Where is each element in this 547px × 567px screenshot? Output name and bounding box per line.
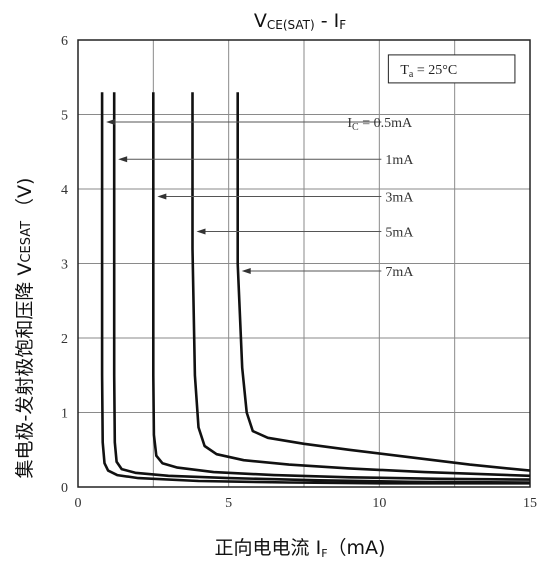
x-tick-label: 5 <box>225 496 232 511</box>
series-line-2 <box>152 92 531 481</box>
annotation-label: 5mA <box>385 225 414 240</box>
series-line-4 <box>236 92 531 472</box>
y-tick-label: 2 <box>61 332 68 347</box>
series-lines <box>100 92 531 485</box>
series-annotations: IC = 0.5mA 1mA 3mA 5mA 7mA <box>106 116 414 280</box>
series-line-1 <box>112 92 531 484</box>
grid-lines <box>77 39 531 488</box>
condition-box <box>387 54 516 84</box>
annotation-arrowhead <box>106 118 116 125</box>
annotation-arrowhead <box>157 193 167 200</box>
x-tick-label: 10 <box>372 496 386 511</box>
annotation-arrowhead <box>196 228 206 235</box>
y-tick-label: 1 <box>61 407 68 422</box>
x-tick-label: 0 <box>75 496 82 511</box>
annotation-label: 7mA <box>385 265 414 280</box>
annotation-arrowhead <box>241 267 251 274</box>
y-tick-label: 3 <box>61 258 68 273</box>
annotation-label: 3mA <box>385 190 414 205</box>
chart-title: VCE(SAT) - IF <box>254 10 346 32</box>
series-line-3 <box>191 92 531 478</box>
annotation-arrowhead <box>118 156 128 163</box>
annotation-label: 1mA <box>385 153 414 168</box>
x-axis-label: 正向电电流 IF（mA) <box>215 537 386 560</box>
plot-frame <box>77 39 531 488</box>
series-line-0 <box>100 92 530 485</box>
x-tick-label: 15 <box>523 496 537 511</box>
tick-labels: 0 1 2 3 4 5 6 0 5 10 15 <box>61 34 537 511</box>
y-axis-label: 集电极-发射极饱和压降 VCESAT（V) <box>14 178 36 479</box>
temperature-condition: Ta = 25°C <box>400 63 457 80</box>
y-tick-label: 0 <box>61 481 68 496</box>
y-tick-label: 5 <box>61 109 68 124</box>
y-tick-label: 4 <box>61 183 68 198</box>
y-tick-label: 6 <box>61 34 68 49</box>
annotation-label: IC = 0.5mA <box>347 116 413 133</box>
